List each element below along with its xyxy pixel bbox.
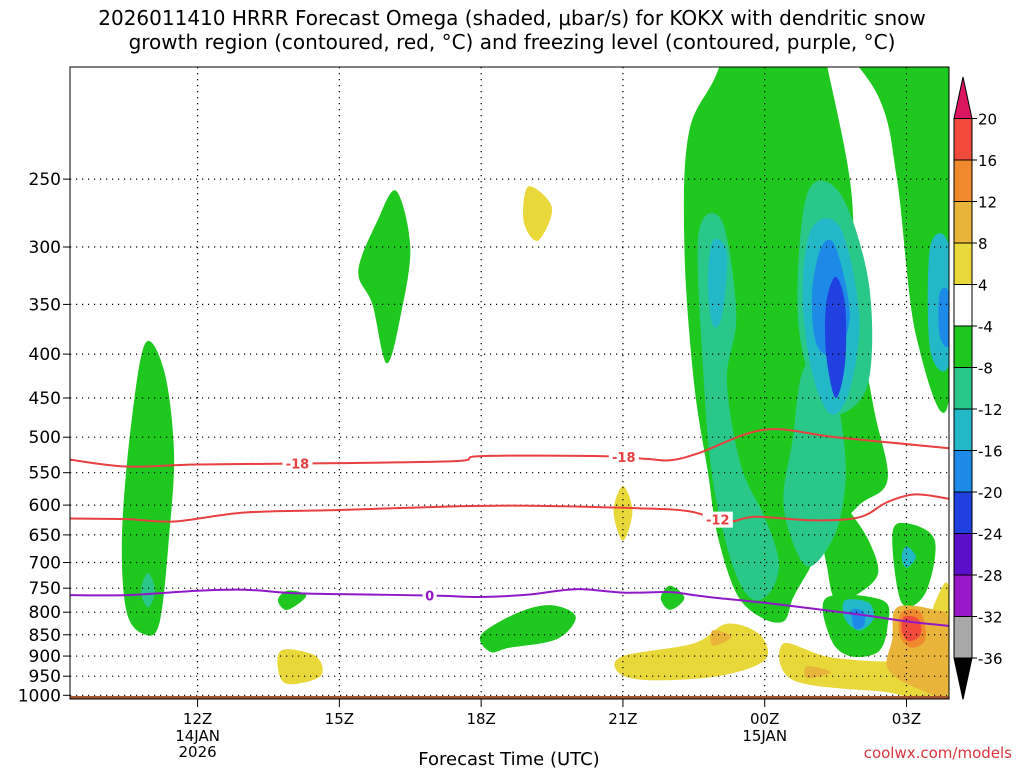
x-tick-label-24: 00Z (750, 710, 779, 728)
colorbar-segment-4 (953, 242, 973, 285)
contour-line-1 (70, 493, 949, 523)
contour-line-0 (70, 428, 949, 468)
colorbar-segment-11 (953, 533, 973, 576)
colorbar: 20 16 12 8 4 -4 -8 -12 -16 -20 -24 -28 -32 -36 (953, 76, 1003, 700)
colorbar-top-arrow (953, 76, 973, 119)
colorbar-segment-2 (953, 159, 973, 202)
colorbar-label-11: -28 (978, 567, 1003, 585)
omega-region-24 (613, 486, 633, 541)
colorbar-segment-1 (953, 118, 973, 161)
x-tick-label-15: 15Z (325, 710, 354, 728)
omega-region-1 (140, 573, 156, 608)
x-tick-label-12: 12Z (183, 710, 212, 728)
x-tick-year-12: 2026 (179, 743, 217, 761)
omega-region-4 (479, 605, 576, 653)
contour-label-2-0: 0 (425, 590, 434, 605)
chart-title-line1: 2026011410 HRRR Forecast Omega (shaded, … (98, 6, 926, 30)
colorbar-segment-9 (953, 450, 973, 493)
y-tick-label-1000: 1000 (18, 686, 61, 706)
colorbar-label-2: 12 (978, 194, 997, 212)
chart-title: 2026011410 HRRR Forecast Omega (shaded, … (0, 6, 1024, 54)
colorbar-label-6: -8 (978, 360, 993, 378)
contour-label-bg-2-0 (422, 587, 437, 604)
x-tick-label-27: 03Z (892, 710, 921, 728)
colorbar-label-5: -4 (978, 318, 993, 336)
omega-region-10 (858, 67, 949, 413)
contour-label-0-1: -18 (612, 451, 636, 466)
y-tick-label-750: 750 (29, 579, 61, 599)
y-tick-label-400: 400 (29, 345, 61, 365)
colorbar-segment-7 (953, 367, 973, 410)
colorbar-segment-10 (953, 491, 973, 534)
y-tick-label-300: 300 (29, 238, 61, 258)
colorbar-segment-6 (953, 325, 973, 368)
omega-region-17 (901, 546, 916, 568)
y-tick-label-450: 450 (29, 389, 61, 409)
y-axis: 2503003504004505005506006507007508008509… (18, 170, 70, 706)
colorbar-segment-12 (953, 574, 973, 617)
y-tick-label-500: 500 (29, 428, 61, 448)
colorbar-label-4: 4 (978, 277, 988, 295)
omega-region-29 (804, 666, 831, 679)
omega-region-20 (938, 287, 949, 348)
x-tick-sublabel-12: 14JAN (175, 727, 220, 745)
x-tick-sublabel-24: 15JAN (742, 727, 787, 745)
colorbar-segment-3 (953, 201, 973, 244)
credit-link[interactable]: coolwx.com/models (863, 744, 1012, 762)
contour-label-bg-0-1 (608, 449, 639, 466)
omega-region-9 (892, 522, 936, 607)
colorbar-segment-13 (953, 616, 973, 659)
colorbar-label-13: -36 (978, 650, 1003, 668)
colorbar-label-1: 16 (978, 152, 997, 170)
ground-layer (70, 696, 949, 699)
omega-region-22 (824, 276, 847, 399)
omega-region-23 (523, 186, 553, 241)
y-tick-label-250: 250 (29, 170, 61, 190)
y-tick-label-550: 550 (29, 464, 61, 484)
y-tick-label-650: 650 (29, 526, 61, 546)
ground-fill (70, 696, 949, 699)
x-tick-label-21: 21Z (608, 710, 637, 728)
y-tick-label-900: 900 (29, 647, 61, 667)
contour-label-1-0: -12 (706, 514, 730, 529)
colorbar-segment-5 (953, 284, 973, 327)
colorbar-label-3: 8 (978, 235, 988, 253)
colorbar-label-10: -24 (978, 526, 1003, 544)
y-tick-label-700: 700 (29, 553, 61, 573)
y-tick-label-850: 850 (29, 626, 61, 646)
contour-label-bg-1-0 (702, 511, 733, 528)
x-tick-label-18: 18Z (466, 710, 495, 728)
contour-line-2 (70, 588, 949, 627)
omega-region-3 (277, 590, 307, 610)
contour-label-bg-0-0 (282, 455, 313, 472)
colorbar-bottom-arrow (953, 657, 973, 700)
colorbar-label-7: -12 (978, 401, 1003, 419)
colorbar-segment-8 (953, 408, 973, 451)
omega-region-25 (277, 649, 323, 685)
omega-shading (121, 67, 949, 699)
chart-title-line2: growth region (contoured, red, °C) and f… (128, 30, 896, 54)
omega-region-2 (358, 190, 411, 364)
colorbar-label-12: -32 (978, 609, 1003, 627)
plot-frame (69, 66, 950, 700)
colorbar-label-9: -20 (978, 484, 1003, 502)
y-tick-label-600: 600 (29, 496, 61, 516)
y-tick-label-950: 950 (29, 667, 61, 687)
y-tick-label-350: 350 (29, 295, 61, 315)
x-axis-label: Forecast Time (UTC) (418, 749, 599, 768)
temperature-contours: -18 -18 -12 0 (70, 428, 949, 627)
colorbar-label-8: -16 (978, 443, 1003, 461)
omega-region-14 (708, 238, 728, 328)
omega-region-28 (710, 630, 732, 646)
grid-lines (70, 67, 949, 699)
y-tick-label-800: 800 (29, 603, 61, 623)
colorbar-label-0: 20 (978, 111, 997, 129)
contour-label-0-0: -18 (286, 458, 310, 473)
